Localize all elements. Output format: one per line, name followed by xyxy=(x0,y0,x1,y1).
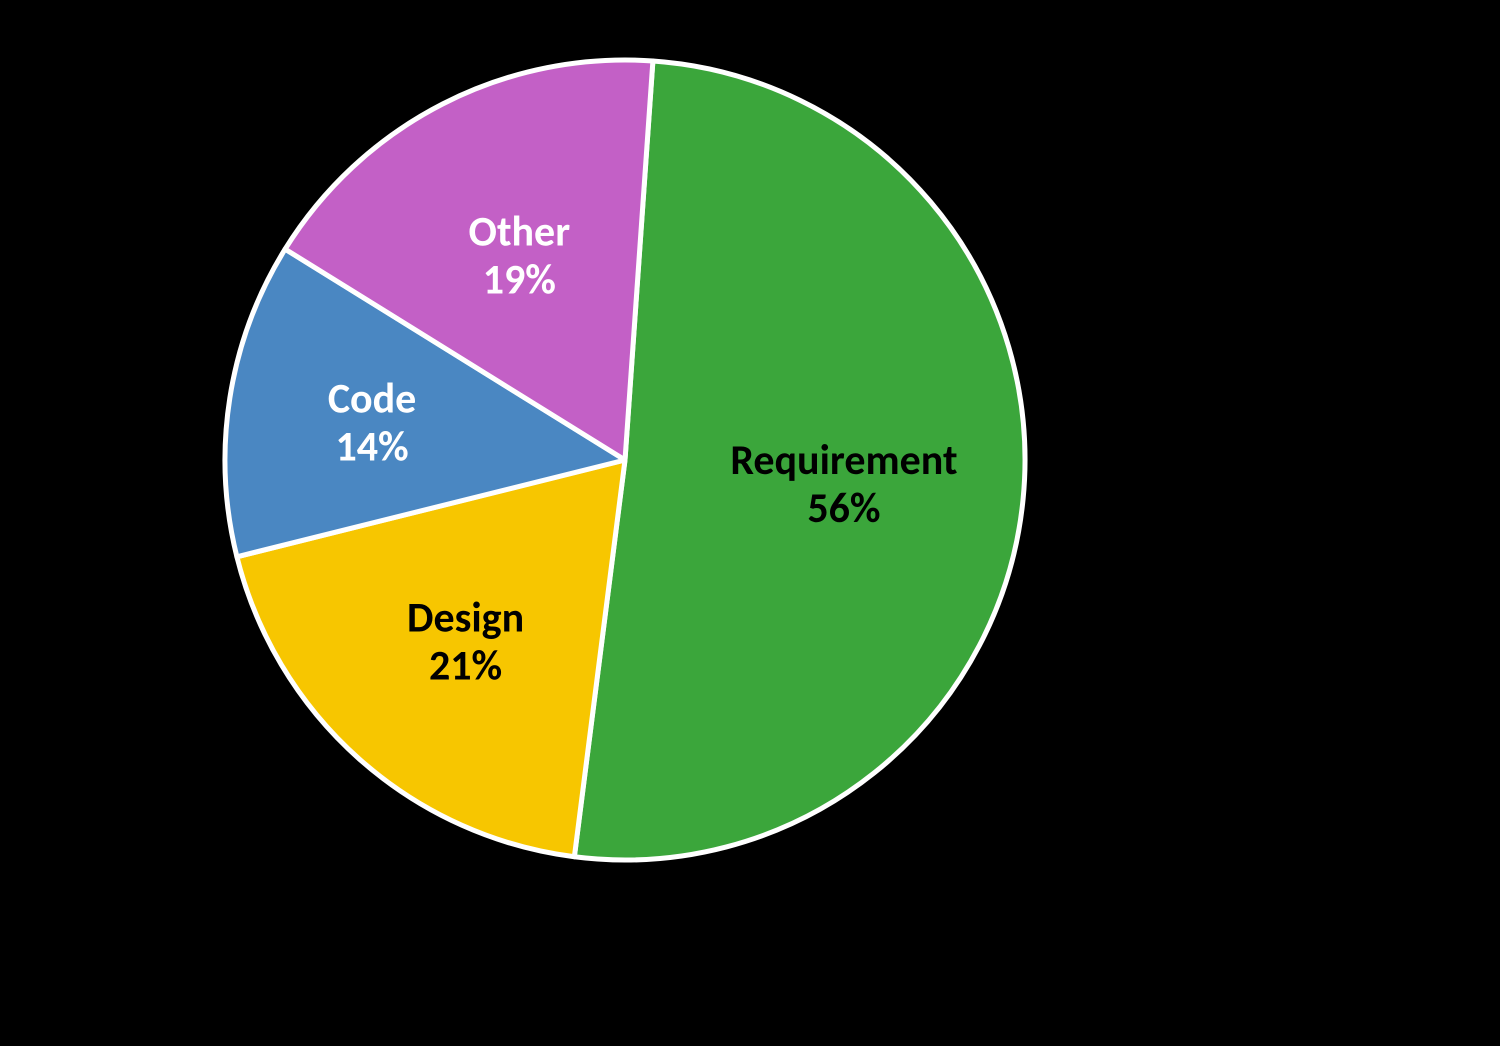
pie-slice-label: Other19% xyxy=(469,207,571,306)
pie-chart: Requirement56%Design21%Code14%Other19% xyxy=(0,0,1500,1046)
pie-slice-label: Code14% xyxy=(328,374,417,473)
pie-chart-container: Requirement56%Design21%Code14%Other19% xyxy=(0,0,1500,1046)
